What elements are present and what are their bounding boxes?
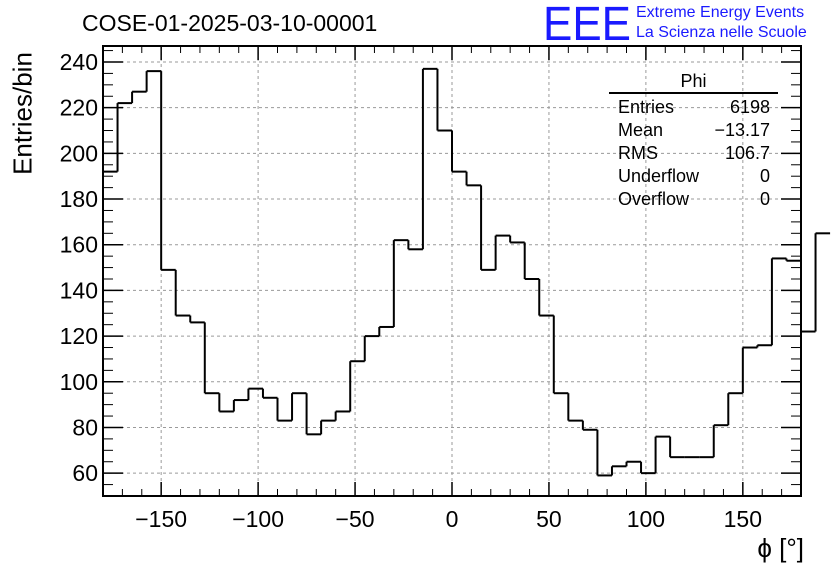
tick-labels: −150 −100 −50 0 50 100 150 60 80 100 120 140 160 180 2… — [60, 49, 762, 532]
logo-mark-text: EEE — [543, 2, 631, 44]
stats-label: Mean — [618, 120, 664, 140]
chart-title: COSE-01-2025-03-10-00001 — [82, 10, 378, 36]
stats-label: Overflow — [618, 189, 690, 209]
x-axis-label: ϕ [°] — [757, 533, 804, 563]
stats-row-rms: RMS 106.7 — [609, 142, 778, 165]
stats-value: 0 — [759, 189, 770, 209]
y-tick-label: 120 — [60, 323, 98, 349]
stats-title: Phi — [680, 71, 707, 91]
logo-line-2: La Scienza nelle Scuole — [636, 24, 807, 41]
logo-caption: Extreme Energy Events La Scienza nelle S… — [636, 3, 807, 43]
y-tick-label: 60 — [72, 460, 98, 486]
y-tick-label: 240 — [60, 49, 98, 75]
y-tick-label: 100 — [60, 369, 98, 395]
stats-value: 6198 — [729, 97, 770, 117]
stats-label: RMS — [618, 143, 658, 163]
x-tick-label: 100 — [627, 506, 665, 532]
stats-row-entries: Entries 6198 — [609, 96, 778, 119]
plot-frame — [102, 45, 802, 497]
y-tick-label: 180 — [60, 186, 98, 212]
grid-lines — [103, 46, 801, 496]
stats-value: 106.7 — [724, 143, 770, 163]
x-tick-label: −50 — [336, 506, 375, 532]
stats-row-mean: Mean −13.17 — [609, 119, 778, 142]
stats-value: 0 — [759, 166, 770, 186]
x-tick-label: 50 — [536, 506, 562, 532]
stats-row-underflow: Underflow 0 — [609, 165, 778, 188]
x-tick-label: 150 — [724, 506, 762, 532]
stats-value: −13.17 — [714, 120, 770, 140]
y-tick-label: 200 — [60, 140, 98, 166]
eee-logo: EEE — [543, 0, 633, 51]
stats-label: Underflow — [618, 166, 700, 186]
y-axis-label: Entries/bin — [7, 52, 38, 175]
stats-row-overflow: Overflow 0 — [609, 188, 778, 211]
axis-ticks — [103, 46, 801, 496]
eee-logo-mark: EEE — [543, 0, 631, 51]
logo-line-1: Extreme Energy Events — [636, 4, 805, 21]
y-tick-label: 220 — [60, 95, 98, 121]
stats-label: Entries — [618, 97, 675, 117]
y-tick-label: 160 — [60, 232, 98, 258]
stats-box: Phi Entries 6198 Mean −13.17 RMS 106.7 U… — [609, 71, 778, 211]
y-tick-label: 80 — [72, 414, 98, 440]
x-tick-label: −100 — [232, 506, 284, 532]
x-tick-label: −150 — [135, 506, 187, 532]
x-tick-label: 0 — [446, 506, 459, 532]
stats-divider — [609, 92, 778, 94]
y-tick-label: 140 — [60, 277, 98, 303]
